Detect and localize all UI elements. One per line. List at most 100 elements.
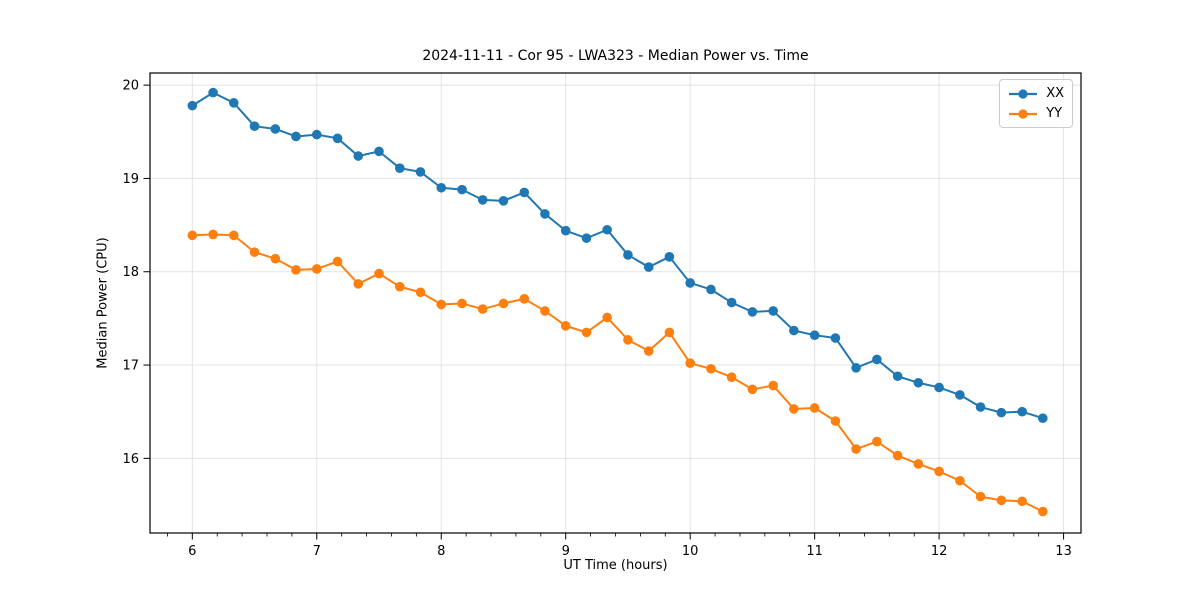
data-point-yy	[706, 363, 716, 374]
x-tick-label: 6	[188, 544, 196, 559]
plot-frame	[149, 72, 1082, 534]
x-tick-label: 12	[931, 544, 948, 559]
data-point-yy	[415, 287, 426, 298]
data-point-yy	[270, 253, 281, 264]
series-line-xx	[191, 91, 1044, 420]
data-point-xx	[830, 333, 841, 343]
data-point-yy	[291, 265, 301, 275]
data-point-xx	[851, 363, 861, 373]
data-point-xx	[228, 98, 239, 108]
data-point-xx	[353, 151, 364, 161]
data-point-yy	[477, 304, 488, 314]
data-point-yy	[643, 346, 654, 356]
data-point-yy	[726, 372, 737, 382]
data-point-xx	[249, 121, 260, 131]
data-point-xx	[706, 284, 716, 295]
data-point-yy	[789, 404, 799, 414]
y-tick-label: 17	[122, 359, 139, 374]
data-point-xx	[291, 131, 301, 142]
data-point-yy	[560, 321, 571, 331]
legend-swatch-yy	[1009, 108, 1038, 119]
data-point-yy	[228, 230, 239, 241]
data-point-yy	[851, 444, 861, 454]
data-point-xx	[726, 297, 737, 308]
data-point-yy	[311, 264, 322, 274]
legend: XX YY	[999, 79, 1073, 128]
x-tick-label: 9	[562, 544, 570, 559]
data-point-xx	[809, 330, 820, 340]
legend-label-yy: YY	[1046, 106, 1063, 121]
y-tick-label: 20	[122, 79, 139, 94]
data-point-xx	[540, 209, 550, 219]
data-point-xx	[747, 307, 758, 317]
y-tick-label: 19	[122, 172, 139, 187]
data-point-xx	[892, 371, 903, 382]
legend-label-xx: XX	[1046, 86, 1064, 101]
data-point-yy	[664, 327, 675, 338]
data-point-xx	[955, 390, 965, 400]
y-tick-label: 18	[122, 265, 139, 280]
x-axis-label: UT Time (hours)	[563, 558, 668, 573]
data-point-yy	[1017, 496, 1027, 507]
data-point-yy	[809, 403, 820, 413]
data-point-xx	[560, 225, 571, 236]
y-tick-label: 16	[122, 452, 139, 467]
data-point-yy	[436, 299, 447, 310]
data-point-yy	[685, 358, 695, 368]
data-point-yy	[581, 327, 592, 338]
data-point-yy	[1037, 506, 1048, 517]
data-point-yy	[374, 268, 384, 279]
data-point-xx	[374, 146, 384, 157]
data-point-xx	[913, 377, 924, 388]
data-point-yy	[892, 450, 903, 461]
data-point-yy	[747, 384, 758, 395]
data-point-yy	[187, 230, 198, 241]
data-point-yy	[602, 312, 612, 323]
data-point-yy	[457, 298, 467, 309]
data-point-xx	[436, 182, 447, 193]
data-point-yy	[623, 335, 633, 345]
data-point-yy	[768, 380, 778, 391]
data-point-xx	[519, 187, 530, 198]
x-tick-label: 11	[806, 544, 823, 559]
legend-marker-yy-icon	[1018, 108, 1028, 119]
data-point-xx	[975, 402, 986, 412]
data-point-xx	[270, 124, 281, 134]
data-point-yy	[519, 294, 530, 304]
data-point-yy	[872, 436, 882, 447]
data-point-xx	[623, 250, 633, 260]
data-point-xx	[208, 87, 218, 98]
data-point-yy	[934, 466, 944, 477]
data-point-yy	[249, 247, 260, 257]
data-point-xx	[996, 407, 1007, 418]
data-point-yy	[830, 416, 841, 426]
data-point-yy	[332, 256, 343, 267]
data-point-xx	[311, 129, 322, 140]
y-axis-label: Median Power (CPU)	[95, 237, 111, 369]
data-point-yy	[208, 229, 218, 240]
data-point-xx	[602, 224, 612, 235]
x-tick-label: 8	[437, 544, 445, 559]
x-tick-label: 13	[1055, 544, 1072, 559]
data-point-yy	[540, 306, 550, 316]
data-point-yy	[975, 491, 986, 502]
legend-item-yy: YY	[1007, 104, 1064, 123]
data-point-xx	[332, 133, 343, 144]
data-point-xx	[187, 100, 198, 111]
data-point-xx	[415, 167, 426, 177]
legend-marker-xx-icon	[1018, 88, 1028, 99]
x-tick-label: 7	[313, 544, 321, 559]
chart-title: 2024-11-11 - Cor 95 - LWA323 - Median Po…	[422, 48, 809, 64]
data-point-xx	[1037, 413, 1048, 424]
data-point-yy	[996, 495, 1007, 506]
data-point-xx	[685, 278, 695, 288]
data-point-xx	[395, 163, 405, 173]
data-point-xx	[477, 195, 488, 205]
data-point-xx	[1017, 406, 1027, 417]
series-line-yy	[192, 233, 1044, 513]
data-point-yy	[955, 475, 965, 486]
legend-swatch-xx	[1009, 88, 1038, 99]
data-point-xx	[581, 233, 592, 243]
